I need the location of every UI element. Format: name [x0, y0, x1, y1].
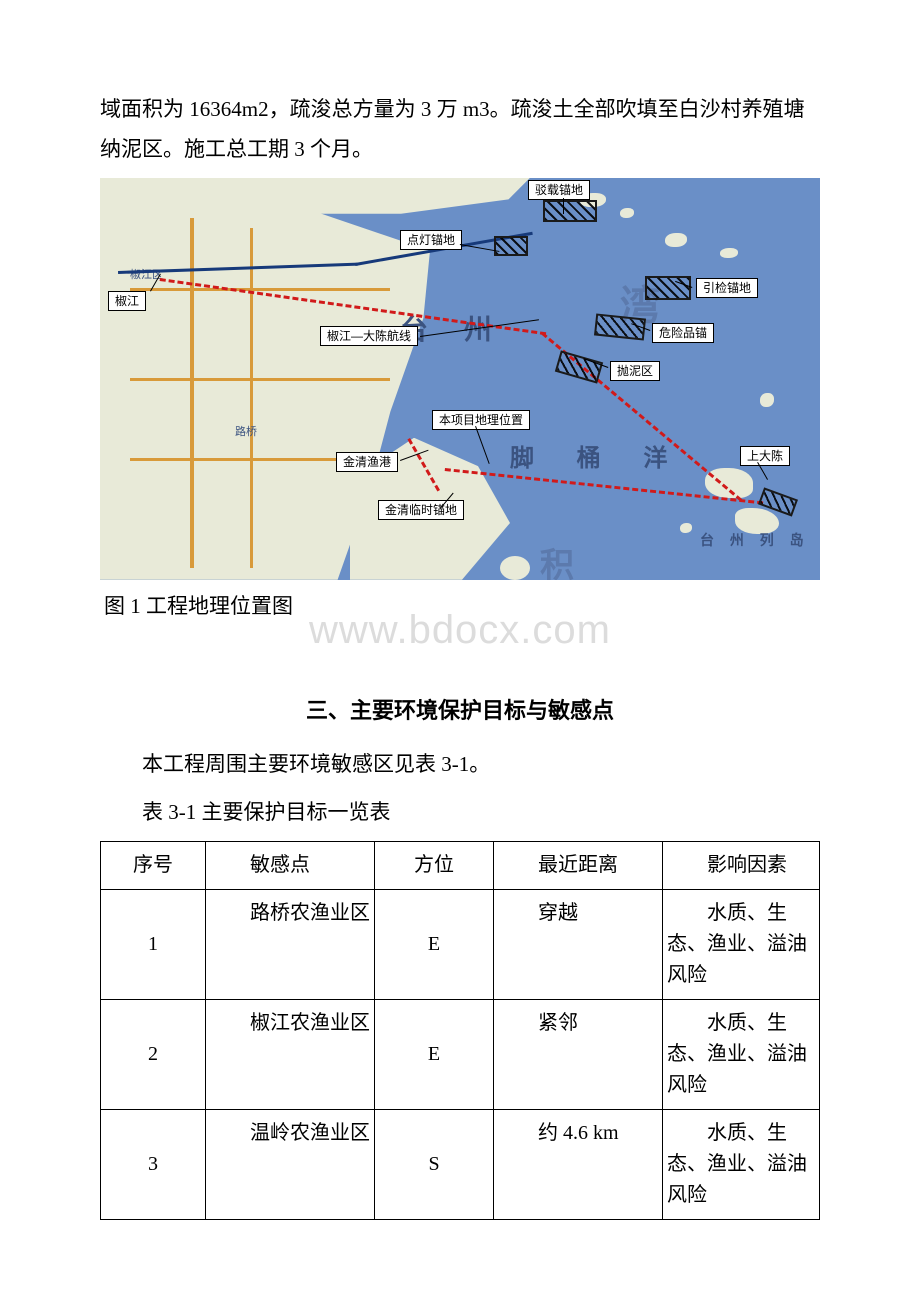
- map-label-diandeng: 点灯锚地: [400, 230, 462, 250]
- th-index: 序号: [101, 841, 206, 889]
- td-point: 椒江农渔业区: [206, 999, 375, 1109]
- island: [720, 248, 738, 258]
- section-3-intro: 本工程周围主要环境敏感区见表 3-1。: [100, 745, 820, 785]
- td-factor: 水质、生态、渔业、溢油风险: [663, 1109, 820, 1219]
- intro-paragraph: 域面积为 16364m2，疏浚总方量为 3 万 m3。疏浚土全部吹填至白沙村养殖…: [100, 90, 820, 170]
- sea-text-ji: 积: [540, 538, 574, 580]
- section-3-title: 三、主要环境保护目标与敏感点: [100, 693, 820, 725]
- table-row: 2 椒江农渔业区 E 紧邻 水质、生态、渔业、溢油风险: [101, 999, 820, 1109]
- anchorage-box: [645, 276, 691, 300]
- anchorage-box: [543, 200, 597, 222]
- map-label-route: 椒江—大陈航线: [320, 326, 418, 346]
- td-direction: S: [375, 1109, 494, 1219]
- area-text-jiaojiang: 椒江区: [130, 266, 163, 282]
- island: [620, 208, 634, 218]
- td-direction: E: [375, 889, 494, 999]
- table-caption: 表 3-1 主要保护目标一览表: [100, 793, 820, 833]
- map-label-bozai: 驳载锚地: [528, 180, 590, 200]
- td-distance: 约 4.6 km: [494, 1109, 663, 1219]
- document-page: 域面积为 16364m2，疏浚总方量为 3 万 m3。疏浚土全部吹填至白沙村养殖…: [0, 0, 920, 1280]
- td-distance: 穿越: [494, 889, 663, 999]
- map-label-yinjian: 引检锚地: [696, 278, 758, 298]
- area-text-luqiao: 路桥: [235, 423, 257, 439]
- map-label-benxiangmu: 本项目地理位置: [432, 410, 530, 430]
- map-label-jinqinglinshi: 金清临时锚地: [378, 500, 464, 520]
- td-index: 2: [101, 999, 206, 1109]
- map-label-weixian: 危险品锚: [652, 323, 714, 343]
- sea-text-jiaotongyang: 脚 桶 洋: [510, 438, 685, 473]
- sea-text-liedao: 台 州 列 岛: [700, 530, 810, 550]
- table-sensitive-points: 序号 敏感点 方位 最近距离 影响因素 1 路桥农渔业区 E 穿越 水质、生态、…: [100, 841, 820, 1220]
- th-distance: 最近距离: [494, 841, 663, 889]
- island: [760, 393, 774, 407]
- td-index: 1: [101, 889, 206, 999]
- th-point: 敏感点: [206, 841, 375, 889]
- road-line: [250, 228, 253, 568]
- map-label-jinqingyugang: 金清渔港: [336, 452, 398, 472]
- island: [500, 556, 530, 580]
- td-point: 温岭农渔业区: [206, 1109, 375, 1219]
- table-row: 3 温岭农渔业区 S 约 4.6 km 水质、生态、渔业、溢油风险: [101, 1109, 820, 1219]
- road-line: [130, 378, 390, 381]
- td-factor: 水质、生态、渔业、溢油风险: [663, 889, 820, 999]
- table-row: 1 路桥农渔业区 E 穿越 水质、生态、渔业、溢油风险: [101, 889, 820, 999]
- figure-map: 台 州 湾 脚 桶 洋 积 台 州 列 岛 椒江区 路桥 驳载锚地 点灯锚地 椒…: [100, 178, 820, 580]
- th-factor: 影响因素: [663, 841, 820, 889]
- leader-line: [475, 426, 490, 464]
- td-direction: E: [375, 999, 494, 1109]
- anchorage-box: [555, 350, 603, 383]
- map-label-shangdachen: 上大陈: [740, 446, 790, 466]
- road-line: [130, 288, 390, 291]
- map-label-jiaojiang: 椒江: [108, 291, 146, 311]
- leader-line: [563, 198, 564, 214]
- anchorage-box: [494, 236, 528, 256]
- td-point: 路桥农渔业区: [206, 889, 375, 999]
- td-distance: 紧邻: [494, 999, 663, 1109]
- island: [665, 233, 687, 247]
- td-index: 3: [101, 1109, 206, 1219]
- th-direction: 方位: [375, 841, 494, 889]
- island: [680, 523, 692, 533]
- td-factor: 水质、生态、渔业、溢油风险: [663, 999, 820, 1109]
- map-label-paoniqu: 抛泥区: [610, 361, 660, 381]
- figure-caption: 图 1 工程地理位置图: [104, 590, 820, 620]
- table-header-row: 序号 敏感点 方位 最近距离 影响因素: [101, 841, 820, 889]
- island: [705, 468, 753, 498]
